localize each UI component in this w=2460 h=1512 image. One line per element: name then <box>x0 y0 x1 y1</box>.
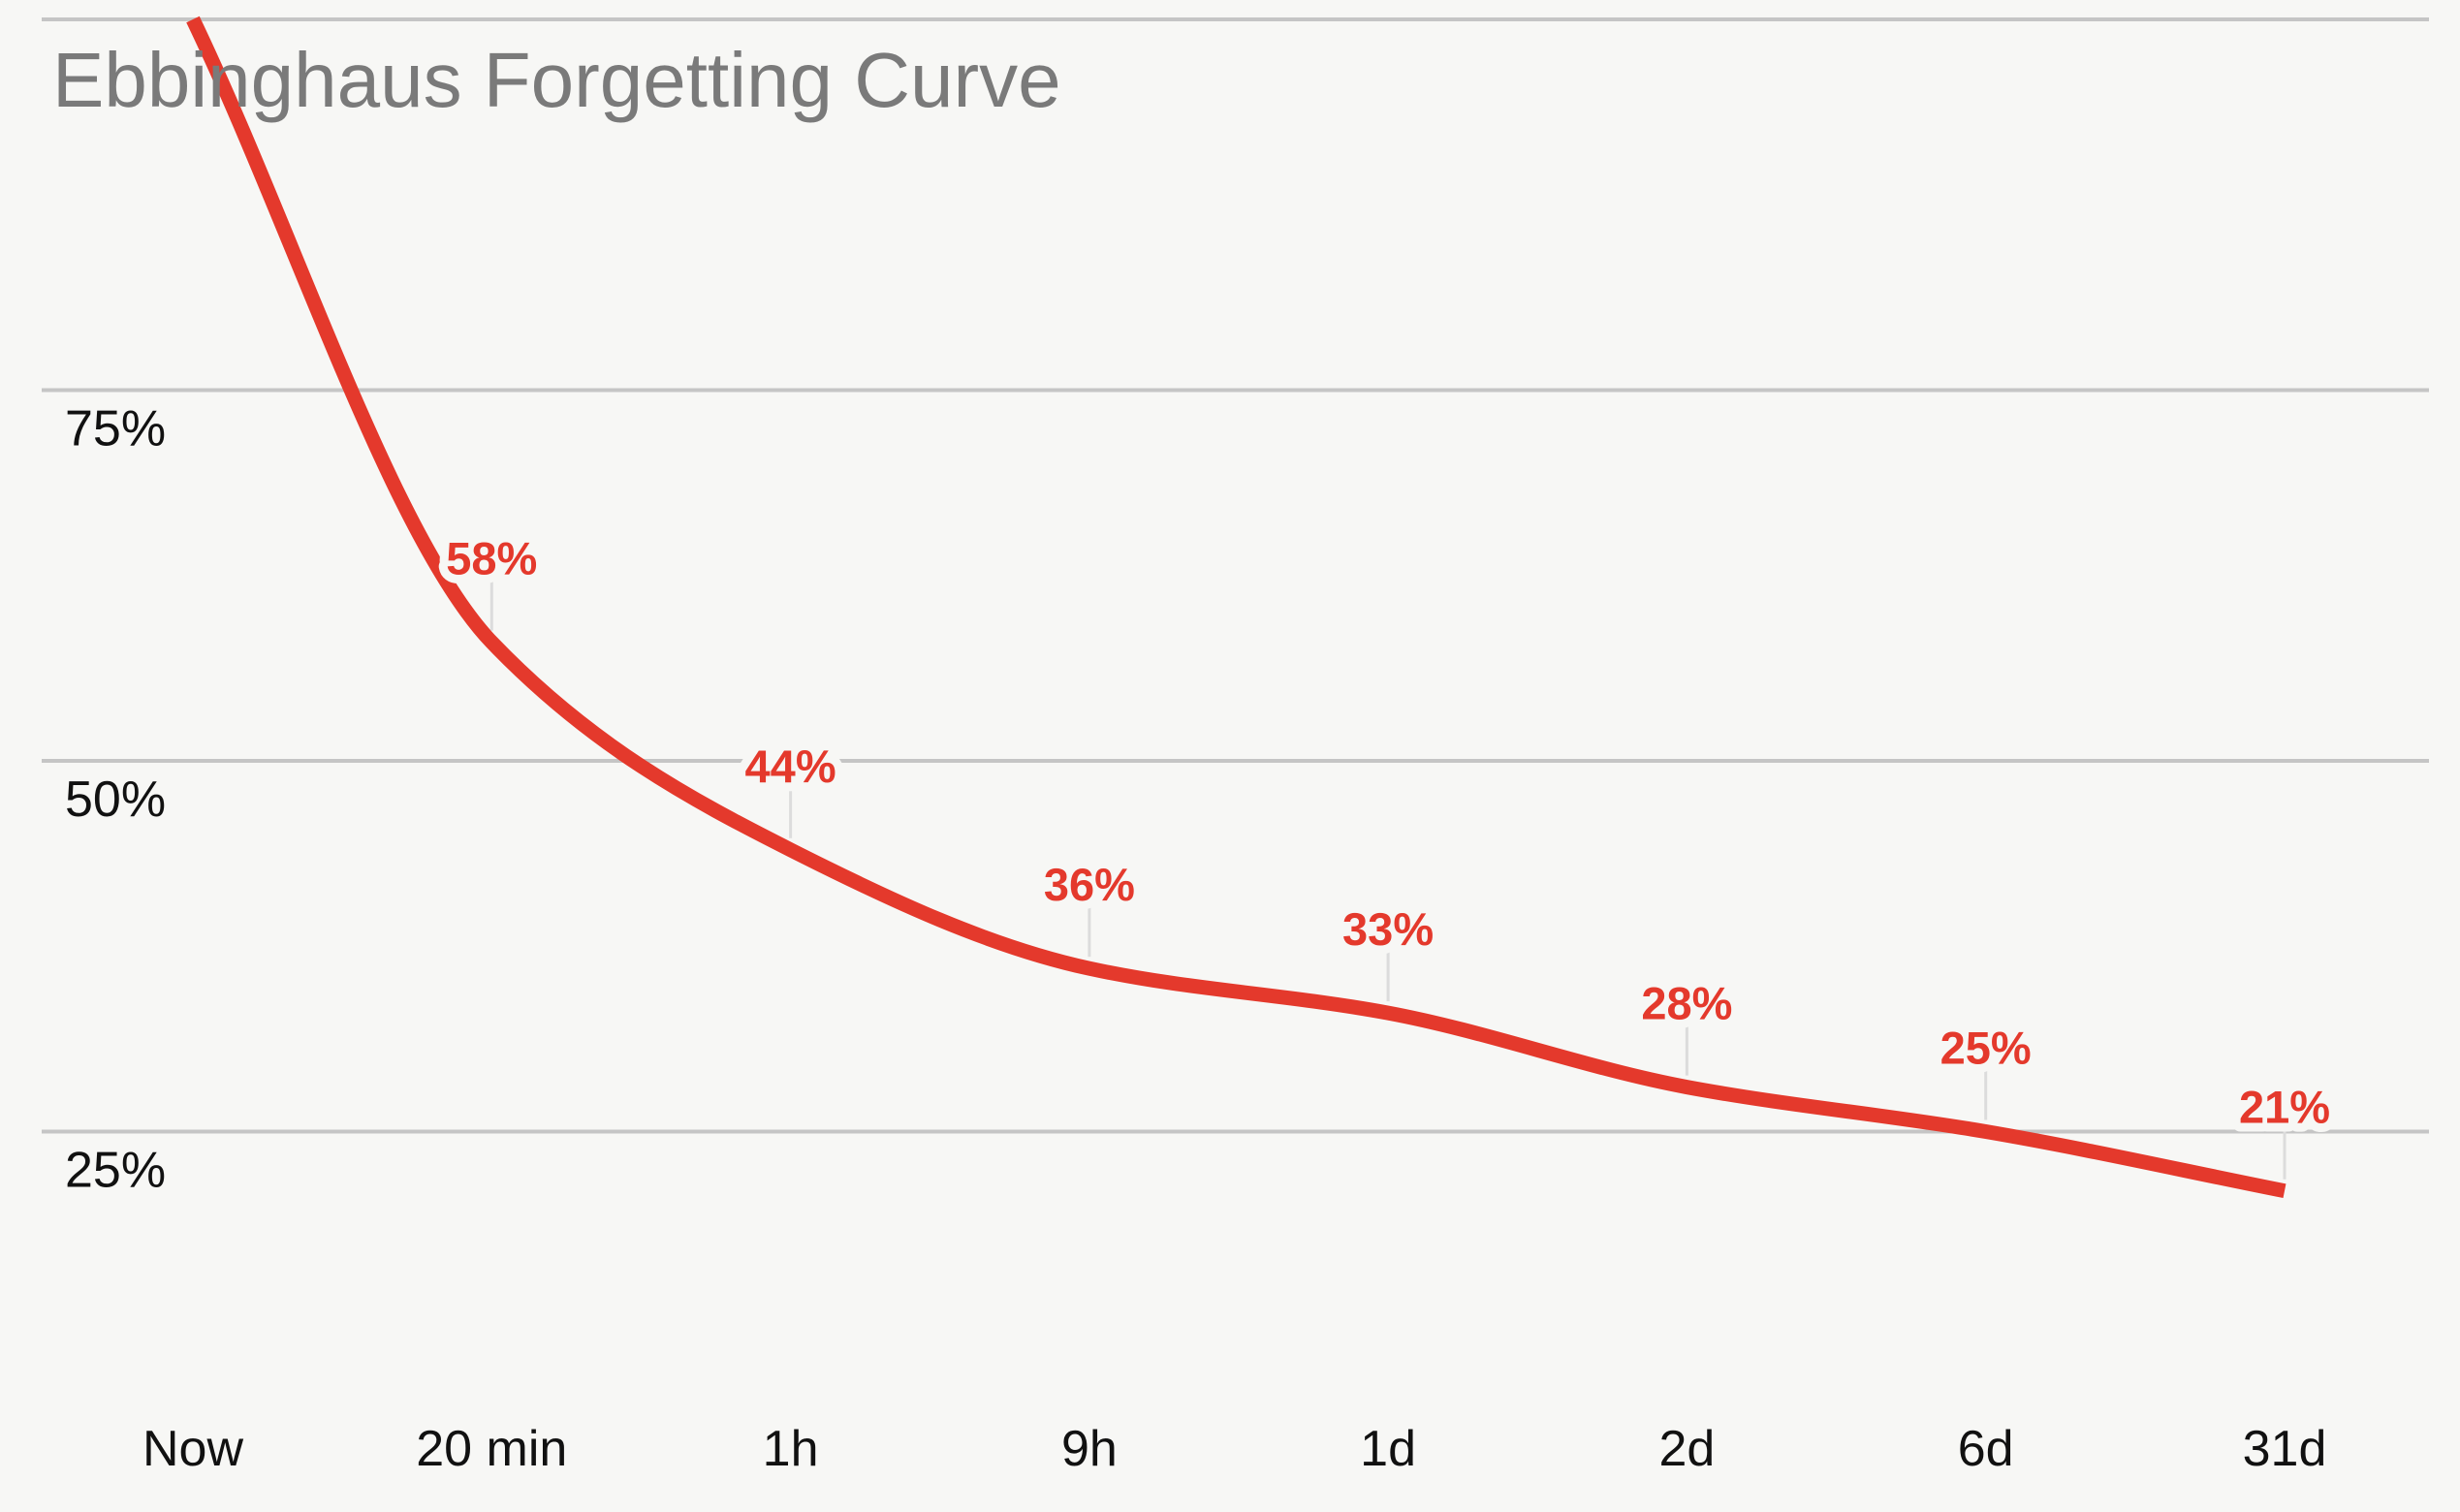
x-axis-label: 1d <box>1360 1421 1416 1477</box>
chart-title: Ebbinghaus Forgetting Curve <box>52 37 1061 123</box>
data-label: 33% <box>1342 903 1434 955</box>
x-axis-label: 9h <box>1061 1421 1118 1477</box>
forgetting-curve-line <box>186 16 2287 1199</box>
x-axis-label: 31d <box>2243 1421 2327 1477</box>
data-label: 36% <box>1044 859 1135 910</box>
data-label: 58% <box>446 533 537 584</box>
data-label: 44% <box>745 740 836 792</box>
x-axis-label: 6d <box>1958 1421 2014 1477</box>
x-axis-label: Now <box>142 1421 243 1477</box>
x-axis-label: 1h <box>763 1421 819 1477</box>
y-axis-label: 50% <box>65 772 166 828</box>
y-axis-label: 75% <box>65 401 166 457</box>
data-label: 28% <box>1641 978 1732 1029</box>
x-axis-label: 20 min <box>416 1421 567 1477</box>
y-axis-label: 25% <box>65 1143 166 1199</box>
x-axis-label: 2d <box>1658 1421 1715 1477</box>
data-label: 25% <box>1940 1023 2032 1074</box>
data-label: 21% <box>2239 1082 2330 1133</box>
